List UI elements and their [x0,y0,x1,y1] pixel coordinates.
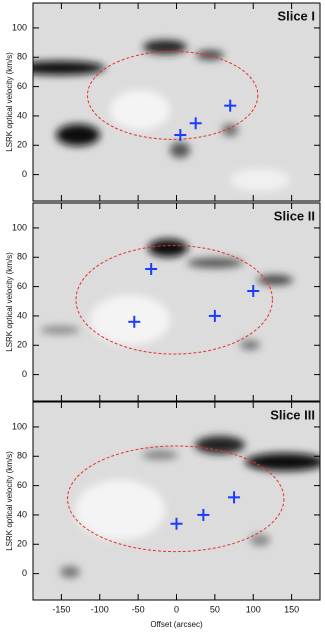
x-tick-label: 50 [210,604,220,614]
cross-marker [170,517,183,530]
y-tick-label: 0 [22,568,27,578]
cross-marker [228,491,241,504]
x-tick-label: -50 [132,604,145,614]
panel-title: Slice II [274,208,315,223]
y-tick-label: 60 [17,81,27,91]
y-tick-label: 80 [17,451,27,461]
x-tick-label: 0 [174,604,179,614]
y-tick-label: 0 [22,369,27,379]
x-tick-label: -100 [91,604,109,614]
y-tick-label: 20 [17,140,27,150]
y-tick-label: 80 [17,52,27,62]
cross-marker [197,508,210,521]
cross-marker [247,285,260,297]
cross-marker [128,315,141,328]
y-tick-label: 100 [12,222,27,232]
region-ellipse [67,445,285,553]
y-tick-label: 80 [17,252,27,262]
cross-marker [208,309,221,322]
y-tick-label: 40 [17,110,27,120]
y-tick-label: 20 [17,539,27,549]
y-tick-label: 60 [17,480,27,490]
region-ellipse [75,245,273,355]
y-tick-label: 100 [12,22,27,32]
y-tick-label: 40 [17,509,27,519]
cross-marker [174,129,187,141]
y-axis-label: LSRK optical velocity (km/s) [5,252,14,352]
x-axis-label: Offset (arcsec) [150,620,203,629]
y-axis-label: LSRK optical velocity (km/s) [5,52,14,152]
y-tick-label: 60 [17,281,27,291]
background-image [33,3,320,600]
y-tick-label: 0 [22,169,27,179]
x-tick-label: -150 [52,604,70,614]
x-tick-label: 100 [246,604,261,614]
panel-title: Slice I [277,8,315,23]
cross-marker [145,263,158,275]
cross-marker [189,117,202,130]
cross-marker [224,99,237,112]
y-tick-label: 40 [17,310,27,320]
y-axis-label: LSRK optical velocity (km/s) [5,451,14,551]
y-tick-label: 100 [12,421,27,431]
panel-title: Slice III [270,407,315,422]
region-ellipse [86,50,259,140]
x-tick-label: 150 [284,604,299,614]
y-tick-label: 20 [17,340,27,350]
